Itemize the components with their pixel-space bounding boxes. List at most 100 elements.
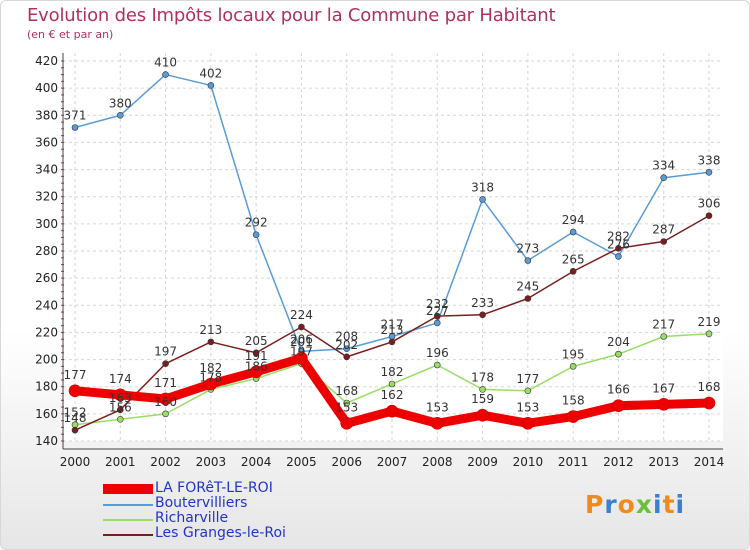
x-tick-label: 2012	[603, 455, 634, 469]
chart-title: Evolution des Impôts locaux pour la Comm…	[27, 5, 556, 26]
y-tick-label: 220	[35, 325, 58, 339]
data-label: 152	[64, 406, 87, 420]
data-point	[204, 377, 218, 391]
data-point	[479, 196, 486, 203]
y-tick-label: 260	[35, 271, 58, 285]
data-label: 213	[199, 323, 222, 337]
data-point	[705, 212, 713, 220]
data-label: 177	[516, 372, 539, 386]
x-tick-label: 2011	[558, 455, 589, 469]
data-label: 196	[426, 346, 449, 360]
data-label: 178	[471, 370, 494, 384]
data-label: 186	[245, 360, 268, 374]
data-label: 153	[516, 400, 539, 414]
data-label: 208	[335, 330, 358, 344]
data-point	[162, 410, 169, 418]
data-point	[249, 365, 263, 379]
data-label: 224	[290, 308, 313, 322]
data-label: 195	[562, 347, 585, 361]
data-label: 153	[426, 400, 449, 414]
data-label: 380	[109, 96, 132, 110]
x-tick-label: 2006	[331, 455, 362, 469]
data-point	[521, 417, 535, 430]
data-point	[433, 312, 441, 320]
data-label: 197	[154, 345, 177, 359]
y-tick-label: 160	[35, 407, 58, 421]
y-tick-label: 280	[35, 244, 58, 258]
x-tick-label: 2003	[196, 455, 227, 469]
data-label: 206	[290, 332, 313, 346]
data-point	[479, 386, 486, 393]
logo-letter: r	[604, 490, 618, 519]
data-label: 171	[154, 376, 177, 390]
logo-letter: o	[617, 490, 636, 519]
data-label: 227	[426, 304, 449, 318]
data-point	[116, 111, 124, 119]
data-point	[295, 351, 308, 365]
data-label: 292	[245, 216, 268, 230]
data-point	[71, 124, 79, 131]
data-label: 201	[290, 335, 313, 349]
data-point	[385, 404, 399, 418]
data-point	[615, 350, 622, 358]
data-point	[113, 388, 127, 402]
data-point	[612, 399, 625, 413]
data-label: 168	[335, 384, 358, 398]
data-point	[343, 353, 351, 361]
data-label: 338	[698, 153, 721, 167]
data-label: 153	[335, 400, 358, 414]
data-point	[433, 319, 441, 327]
legend-label-boutervilliers: Boutervilliers	[155, 495, 248, 511]
data-point	[569, 228, 577, 236]
data-point	[68, 384, 82, 398]
data-point	[660, 174, 668, 182]
data-point	[660, 333, 668, 340]
data-label: 156	[109, 400, 132, 414]
x-tick-label: 2010	[513, 455, 544, 469]
legend-swatch-la-foret-le-roi	[103, 484, 153, 494]
data-label: 402	[199, 66, 222, 80]
x-tick-label: 2009	[467, 455, 498, 469]
data-label: 182	[199, 361, 222, 375]
data-label: 202	[335, 338, 358, 352]
legend-label-richarville: Richarville	[155, 510, 229, 526]
data-point	[524, 295, 532, 302]
data-label: 159	[471, 392, 494, 406]
data-point	[207, 338, 215, 346]
data-label: 178	[199, 370, 222, 384]
x-tick-label: 2013	[648, 455, 679, 469]
data-label: 174	[109, 372, 132, 386]
x-tick-label: 2014	[694, 455, 725, 469]
data-label: 219	[698, 315, 721, 329]
data-label: 204	[607, 335, 630, 349]
y-tick-label: 140	[35, 434, 58, 448]
y-tick-label: 200	[35, 353, 58, 367]
data-point	[116, 415, 124, 423]
data-point	[159, 392, 172, 406]
logo-letter: t	[662, 490, 676, 519]
logo-letter: i	[675, 490, 686, 519]
x-tick-label: 2002	[150, 455, 181, 469]
data-point	[566, 410, 580, 423]
data-point	[116, 406, 124, 414]
logo-letter: x	[635, 490, 653, 519]
data-point	[298, 323, 305, 331]
data-label: 232	[426, 297, 449, 311]
data-label: 162	[381, 388, 404, 402]
data-label: 217	[381, 318, 404, 332]
data-label: 282	[607, 229, 630, 243]
x-tick-label: 2008	[422, 455, 453, 469]
data-label: 233	[471, 296, 494, 310]
y-tick-label: 360	[35, 135, 58, 149]
y-tick-label: 300	[35, 217, 58, 231]
data-point	[569, 268, 577, 275]
data-label: 166	[607, 383, 630, 397]
data-label: 191	[245, 349, 268, 363]
x-tick-label: 2000	[60, 455, 91, 469]
proxiti-logo: Proxiti	[585, 490, 685, 519]
logo-letter: P	[585, 490, 605, 519]
plot-area	[63, 53, 723, 441]
legend-swatch-boutervilliers	[103, 504, 153, 506]
y-tick-label: 340	[35, 163, 58, 177]
data-point	[340, 417, 354, 430]
